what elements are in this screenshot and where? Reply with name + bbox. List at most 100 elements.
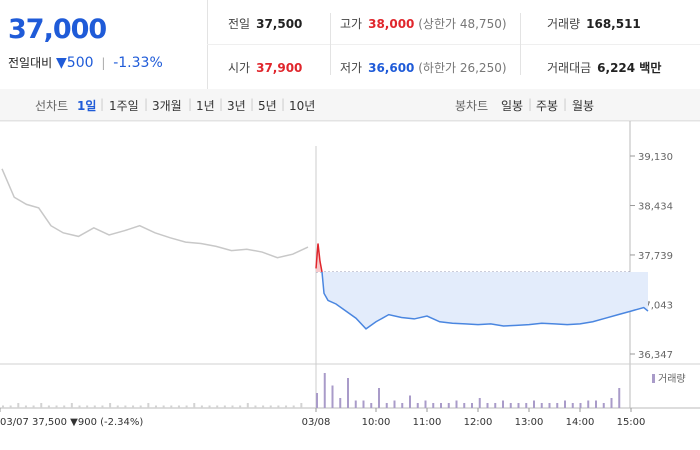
volume-bar (208, 405, 211, 408)
x-tick-label: 14:00 (566, 417, 595, 428)
y-tick-label: 37,043 (638, 300, 673, 311)
volume-bar (564, 400, 566, 408)
tab-3month[interactable]: 3개월 (152, 99, 182, 113)
volume-bar (517, 403, 520, 408)
volume-bar (509, 403, 512, 408)
volume-bar (292, 405, 295, 408)
volume-bar (316, 393, 318, 408)
volume-bar (300, 403, 303, 408)
tab-10year[interactable]: 10년 (289, 99, 316, 113)
change-label: 전일대비 (8, 56, 53, 70)
volume-bar (471, 403, 473, 408)
stat-low: 저가 36,600 (하한가 26,250) (340, 59, 507, 76)
volume-bar (24, 405, 27, 408)
stat-volume: 거래량 168,511 (547, 15, 641, 32)
volume-bar (177, 405, 180, 408)
volume-bar (116, 405, 119, 408)
volume-bar (9, 405, 12, 408)
tab-monthly-candle[interactable]: 월봉 (572, 99, 595, 113)
volume-bar (139, 405, 142, 408)
tab-3year[interactable]: 3년 (227, 99, 246, 113)
volume-bar (193, 403, 196, 408)
stat-open: 시가 37,900 (228, 59, 302, 76)
volume-bar (216, 405, 219, 408)
volume-bar (362, 400, 365, 408)
tab-divider: | (100, 97, 105, 111)
volume-bar (339, 398, 342, 408)
volume-bar (185, 405, 188, 408)
volume-bar (393, 400, 396, 408)
y-tick-label: 37,739 (638, 251, 673, 262)
tab-divider: | (563, 97, 568, 111)
y-tick-label: 38,434 (638, 202, 673, 213)
change-percent: -1.33% (113, 55, 163, 71)
volume-bar (132, 405, 135, 408)
stat-prev-close: 전일 37,500 (228, 15, 302, 32)
volume-bar (486, 403, 489, 408)
tab-1day[interactable]: 1일 (77, 99, 97, 113)
x-tick-label: 12:00 (464, 417, 493, 428)
volume-bar (440, 403, 442, 408)
tab-weekly-candle[interactable]: 주봉 (536, 99, 559, 113)
volume-bar (494, 403, 497, 408)
volume-legend-label: 거래량 (658, 373, 686, 385)
series-line-03-08 (321, 271, 649, 330)
volume-bar (101, 405, 104, 408)
x-tick-label: 13:00 (515, 417, 544, 428)
candle-chart-label: 봉차트 (455, 99, 489, 113)
change-value: 500 (66, 55, 94, 71)
below-reference-area (316, 271, 648, 329)
volume-legend-swatch (652, 374, 655, 383)
stat-value: 37,500 (256, 17, 303, 31)
x-tick-label: 10:00 (362, 417, 391, 428)
stat-amount: 거래대금 6,224 백만 (547, 59, 661, 76)
volume-bar (155, 405, 157, 408)
stat-high: 고가 38,000 (상한가 48,750) (340, 15, 507, 32)
volume-bar (331, 385, 334, 408)
tab-divider: | (250, 97, 255, 111)
volume-bar (525, 403, 528, 408)
volume-bar (223, 405, 226, 408)
volume-bar (579, 403, 582, 408)
volume-bar (239, 405, 242, 408)
tab-1year[interactable]: 1년 (196, 99, 215, 113)
volume-bar (385, 403, 388, 408)
volume-bar (540, 403, 543, 408)
volume-bar (502, 400, 504, 408)
upper-limit: (상한가 48,750) (418, 17, 507, 31)
lower-limit: (하한가 26,250) (418, 61, 507, 75)
tab-daily-candle[interactable]: 일봉 (501, 99, 524, 113)
tab-divider: | (188, 97, 193, 111)
intraday-chart: 39,130 38,434 37,739 37,043 36,347 03/08 10:00… (0, 121, 700, 428)
volume-bar (124, 405, 127, 408)
volume-bar (170, 405, 173, 408)
volume-bar (347, 378, 349, 408)
volume-bar (269, 405, 272, 408)
x-tick-label: 03/08 (302, 417, 331, 428)
volume-bar (47, 405, 50, 408)
x-tick-label: 15:00 (617, 417, 646, 428)
volume-bar (354, 400, 357, 408)
volume-bar (32, 405, 35, 408)
tab-divider: | (281, 97, 286, 111)
column-divider (520, 13, 521, 75)
volume-bar (55, 405, 58, 408)
stat-value: 6,224 백만 (597, 61, 662, 75)
volume-bar (277, 405, 280, 408)
tab-1week[interactable]: 1주일 (109, 99, 139, 113)
quote-summary: 37,000 전일대비 ▼500 | -1.33% 전일 37,500 고가 38,… (0, 0, 700, 90)
volume-bar (86, 405, 89, 408)
volume-bar (254, 405, 257, 408)
stat-value: 38,000 (368, 17, 415, 31)
volume-bar (285, 405, 288, 408)
column-divider (330, 13, 331, 75)
tab-5year[interactable]: 5년 (258, 99, 277, 113)
volume-bar (548, 403, 551, 408)
series-line-03-08-up (315, 243, 323, 273)
volume-bar (246, 403, 249, 408)
down-arrow-icon: ▼ (56, 55, 67, 71)
stat-label: 시가 (228, 61, 251, 75)
stat-label: 고가 (340, 17, 363, 31)
volume-bar (416, 403, 419, 408)
volume-bar (231, 405, 234, 408)
